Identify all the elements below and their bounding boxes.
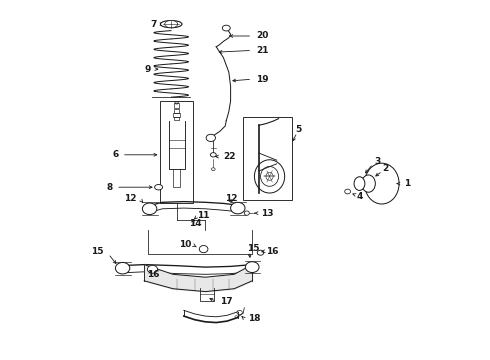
Ellipse shape bbox=[245, 211, 249, 215]
Text: 12: 12 bbox=[225, 194, 237, 203]
Ellipse shape bbox=[362, 175, 375, 192]
Text: 11: 11 bbox=[197, 211, 210, 220]
Text: 22: 22 bbox=[223, 152, 236, 161]
Text: 12: 12 bbox=[124, 194, 137, 203]
Text: 15: 15 bbox=[247, 244, 259, 253]
Bar bbox=[174, 109, 179, 113]
Bar bbox=[174, 103, 179, 108]
Ellipse shape bbox=[155, 185, 163, 190]
Text: 20: 20 bbox=[256, 31, 268, 40]
Ellipse shape bbox=[257, 250, 264, 255]
Text: 13: 13 bbox=[261, 209, 274, 217]
Ellipse shape bbox=[147, 265, 157, 273]
Text: 7: 7 bbox=[150, 19, 157, 29]
Bar bbox=[243, 117, 292, 200]
Text: 14: 14 bbox=[189, 219, 202, 228]
Text: 5: 5 bbox=[295, 125, 302, 134]
Bar bbox=[173, 113, 180, 117]
Text: 2: 2 bbox=[383, 164, 389, 173]
Text: 16: 16 bbox=[266, 247, 278, 256]
Ellipse shape bbox=[354, 177, 365, 190]
Text: 3: 3 bbox=[374, 157, 380, 166]
Ellipse shape bbox=[212, 168, 215, 171]
Ellipse shape bbox=[345, 189, 350, 194]
Text: 15: 15 bbox=[91, 248, 104, 256]
Text: 4: 4 bbox=[357, 192, 363, 201]
Ellipse shape bbox=[160, 21, 182, 28]
Text: 16: 16 bbox=[147, 270, 160, 279]
Ellipse shape bbox=[199, 246, 208, 253]
Ellipse shape bbox=[210, 153, 216, 157]
Text: 6: 6 bbox=[112, 150, 118, 159]
Text: 8: 8 bbox=[106, 183, 113, 192]
Text: 19: 19 bbox=[256, 75, 269, 84]
Ellipse shape bbox=[245, 262, 259, 273]
Ellipse shape bbox=[231, 202, 245, 214]
Text: 21: 21 bbox=[256, 46, 269, 55]
Bar bbox=[160, 101, 193, 203]
Ellipse shape bbox=[165, 21, 178, 28]
Text: 1: 1 bbox=[404, 179, 410, 188]
Ellipse shape bbox=[222, 25, 230, 31]
Text: 17: 17 bbox=[220, 297, 233, 306]
Ellipse shape bbox=[116, 262, 130, 274]
Ellipse shape bbox=[206, 134, 216, 141]
Bar bbox=[174, 117, 179, 120]
Text: 18: 18 bbox=[248, 314, 260, 323]
Ellipse shape bbox=[365, 163, 399, 204]
Text: 9: 9 bbox=[144, 65, 151, 74]
Text: 10: 10 bbox=[179, 240, 191, 248]
Ellipse shape bbox=[143, 203, 157, 215]
